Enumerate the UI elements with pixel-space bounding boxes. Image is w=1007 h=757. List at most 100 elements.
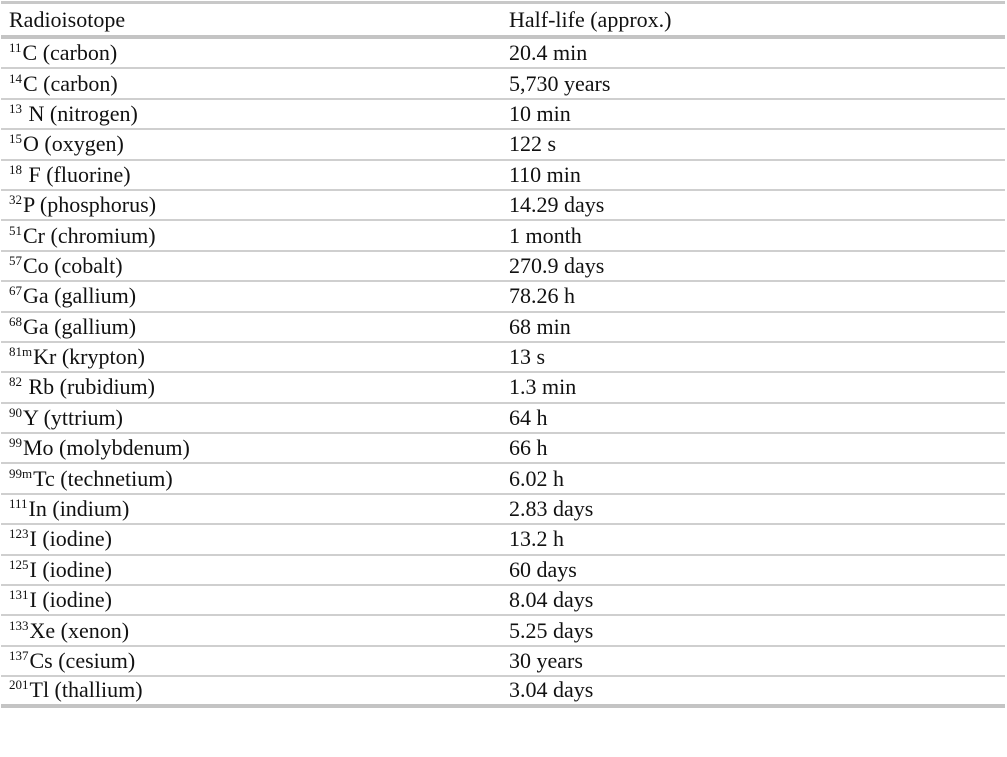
radioisotope-cell: 67Ga (gallium)	[1, 283, 499, 309]
half-life-cell: 14.29 days	[509, 192, 605, 218]
header-half-life: Half-life (approx.)	[509, 6, 672, 32]
radioisotope-cell: 90Y (yttrium)	[1, 404, 499, 430]
mass-number: 32	[9, 192, 22, 208]
table-row: 57Co (cobalt) 270.9 days	[1, 252, 1005, 283]
mass-number: 99m	[9, 465, 33, 481]
radioisotope-cell: 82 Rb (rubidium)	[1, 374, 499, 400]
header-radioisotope: Radioisotope	[9, 6, 126, 32]
mass-number: 51	[9, 222, 22, 238]
element-name: Ga (gallium)	[23, 283, 137, 309]
element-name: Xe (xenon)	[29, 617, 130, 643]
radioisotope-cell: 201Tl (thallium)	[1, 677, 499, 703]
half-life-cell: 8.04 days	[509, 587, 594, 613]
mass-number: 99	[9, 435, 22, 451]
radioisotope-cell: 57Co (cobalt)	[1, 252, 499, 278]
table-row: 133Xe (xenon) 5.25 days	[1, 616, 1005, 647]
table-row: 201Tl (thallium) 3.04 days	[1, 677, 1005, 708]
half-life-cell: 270.9 days	[509, 252, 605, 278]
table-row: 137Cs (cesium) 30 years	[1, 647, 1005, 678]
half-life-cell: 68 min	[509, 313, 571, 339]
table-body: 11C (carbon) 20.4 min 14C (carbon) 5,730 ye…	[1, 39, 1005, 708]
radioisotope-cell: 51Cr (chromium)	[1, 222, 499, 248]
element-name: Y (yttrium)	[23, 404, 123, 430]
half-life-cell: 2.83 days	[509, 496, 594, 522]
table-row: 32P (phosphorus) 14.29 days	[1, 191, 1005, 222]
radioisotope-cell: 137Cs (cesium)	[1, 648, 499, 673]
table-row: 15O (oxygen) 122 s	[1, 130, 1005, 161]
element-name: I (iodine)	[29, 556, 112, 582]
radioisotope-cell: 11C (carbon)	[1, 40, 499, 64]
mass-number: 137	[9, 648, 29, 663]
element-name: Ga (gallium)	[23, 313, 137, 339]
half-life-cell: 66 h	[509, 435, 548, 461]
table-row: 18 F (fluorine) 110 min	[1, 161, 1005, 191]
element-name: Tl (thallium)	[29, 677, 143, 703]
half-life-cell: 13 s	[509, 344, 546, 370]
mass-number: 68	[9, 313, 22, 329]
mass-number: 67	[9, 283, 22, 299]
element-name: Cs (cesium)	[29, 648, 136, 673]
element-name: Kr (krypton)	[33, 344, 145, 370]
table-row: 99mTc (technetium) 6.02 h	[1, 464, 1005, 495]
table-row: 125I (iodine) 60 days	[1, 556, 1005, 587]
table-top-rule	[1, 1, 1005, 4]
half-life-cell: 1 month	[509, 222, 582, 248]
radioisotope-cell: 15O (oxygen)	[1, 131, 499, 157]
mass-number: 57	[9, 252, 22, 268]
radioisotope-cell: 133Xe (xenon)	[1, 617, 499, 643]
radioisotope-cell: 99Mo (molybdenum)	[1, 435, 499, 459]
radioisotope-cell: 111In (indium)	[1, 496, 499, 522]
half-life-cell: 64 h	[509, 404, 548, 430]
half-life-cell: 110 min	[509, 161, 581, 187]
element-name: Tc (technetium)	[33, 465, 173, 491]
mass-number: 82	[9, 374, 22, 390]
radioisotope-cell: 131I (iodine)	[1, 587, 499, 613]
half-life-cell: 13.2 h	[509, 526, 564, 552]
element-name: In (indium)	[28, 496, 130, 522]
radioisotope-cell: 125I (iodine)	[1, 556, 499, 582]
half-life-cell: 122 s	[509, 131, 557, 157]
mass-number: 15	[9, 131, 22, 147]
table-row: 90Y (yttrium) 64 h	[1, 404, 1005, 435]
table-row: 68Ga (gallium) 68 min	[1, 313, 1005, 343]
half-life-cell: 3.04 days	[509, 677, 594, 703]
element-name: F (fluorine)	[23, 161, 131, 187]
half-life-cell: 5.25 days	[509, 617, 594, 643]
table-row: 14C (carbon) 5,730 years	[1, 69, 1005, 100]
element-name: Co (cobalt)	[23, 252, 123, 278]
mass-number: 131	[9, 587, 29, 603]
table-row: 13 N (nitrogen) 10 min	[1, 100, 1005, 131]
element-name: C (carbon)	[23, 70, 118, 96]
radioisotope-cell: 68Ga (gallium)	[1, 313, 499, 339]
table-row: 99Mo (molybdenum) 66 h	[1, 434, 1005, 465]
radioisotope-cell: 14C (carbon)	[1, 70, 499, 96]
mass-number: 18	[9, 161, 22, 177]
table-row: 81mKr (krypton) 13 s	[1, 343, 1005, 374]
radioisotope-cell: 81mKr (krypton)	[1, 344, 499, 370]
half-life-cell: 10 min	[509, 100, 571, 126]
table-row: 11C (carbon) 20.4 min	[1, 39, 1005, 70]
mass-number: 133	[9, 617, 29, 633]
element-name: P (phosphorus)	[23, 192, 157, 218]
element-name: I (iodine)	[29, 526, 112, 552]
element-name: I (iodine)	[29, 587, 112, 613]
table-row: 111In (indium) 2.83 days	[1, 495, 1005, 526]
half-life-cell: 78.26 h	[509, 283, 575, 309]
half-life-cell: 20.4 min	[509, 40, 588, 66]
table-row: 51Cr (chromium) 1 month	[1, 221, 1005, 252]
mass-number: 201	[9, 677, 29, 693]
mass-number: 123	[9, 526, 29, 542]
half-life-cell: 60 days	[509, 556, 577, 582]
mass-number: 13	[9, 100, 22, 116]
table-row: 123I (iodine) 13.2 h	[1, 525, 1005, 556]
half-life-cell: 30 years	[509, 648, 583, 673]
element-name: Cr (chromium)	[23, 222, 156, 248]
mass-number: 14	[9, 70, 22, 86]
mass-number: 81m	[9, 344, 33, 360]
mass-number: 11	[9, 40, 22, 56]
element-name: Rb (rubidium)	[23, 374, 156, 400]
element-name: O (oxygen)	[23, 131, 124, 157]
half-life-cell: 6.02 h	[509, 465, 564, 491]
radioisotope-cell: 123I (iodine)	[1, 526, 499, 552]
table-header-row: Radioisotope Half-life (approx.)	[1, 4, 1005, 39]
